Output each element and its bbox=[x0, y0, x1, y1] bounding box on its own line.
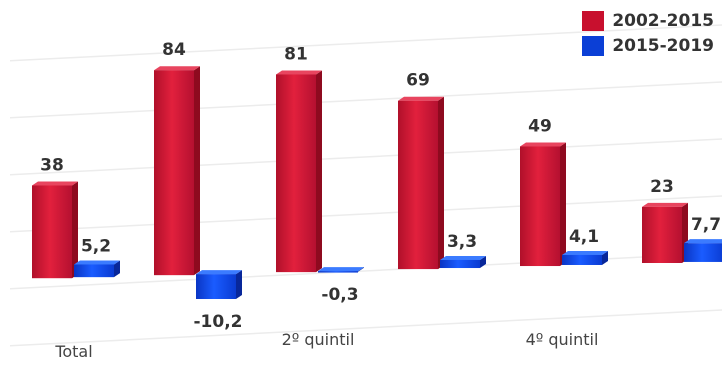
bar-front bbox=[74, 264, 114, 278]
bar-top bbox=[318, 267, 364, 272]
value-label-series-1-2: 84 bbox=[162, 40, 186, 60]
gridline-2 bbox=[9, 195, 722, 233]
value-label-series-2-1: 5,2 bbox=[81, 236, 111, 256]
legend: 2002-2015 2015-2019 bbox=[582, 8, 714, 58]
bar-front bbox=[398, 100, 438, 270]
bar-front bbox=[440, 259, 480, 269]
value-label-series-1-6: 23 bbox=[650, 177, 674, 197]
bar-front bbox=[562, 254, 602, 265]
bar-top bbox=[196, 270, 242, 275]
bar-side bbox=[236, 270, 242, 300]
bar-series-1-5 bbox=[520, 142, 566, 267]
gridline-5 bbox=[9, 24, 722, 62]
bar-front bbox=[684, 243, 722, 262]
bar-front bbox=[642, 206, 682, 263]
bar-side bbox=[316, 70, 322, 273]
bar-series-2-6 bbox=[684, 239, 722, 262]
value-label-series-1-3: 81 bbox=[284, 44, 308, 64]
value-label-series-2-5: 4,1 bbox=[569, 227, 599, 247]
value-labels: 38 84 81 69 49 23 5,2 -10,2 -0,3 3,3 4,1 7,7 bbox=[40, 40, 721, 332]
bar-side bbox=[560, 142, 566, 267]
category-labels: Total 2º quintil 4º quintil bbox=[54, 330, 598, 361]
value-label-series-2-4: 3,3 bbox=[447, 232, 477, 252]
bar-side bbox=[358, 267, 364, 272]
value-label-series-1-4: 69 bbox=[406, 71, 430, 91]
bar-front bbox=[196, 274, 236, 300]
legend-item-series-2: 2015-2019 bbox=[582, 33, 714, 58]
legend-label-series-1: 2002-2015 bbox=[612, 10, 714, 31]
bar-series-2-5 bbox=[562, 250, 608, 265]
bar-series-1-1 bbox=[32, 181, 78, 279]
value-label-series-2-3: -0,3 bbox=[321, 285, 358, 305]
legend-swatch-series-2 bbox=[582, 35, 605, 56]
bar-top bbox=[398, 96, 444, 101]
bar-top bbox=[74, 260, 120, 265]
bar-top bbox=[684, 239, 722, 244]
bar-top bbox=[562, 250, 608, 255]
gridline-0 bbox=[9, 309, 722, 347]
value-label-series-1-5: 49 bbox=[528, 116, 552, 136]
bar-series-2-1 bbox=[74, 260, 120, 278]
bar-side bbox=[438, 96, 444, 270]
legend-item-series-1: 2002-2015 bbox=[582, 8, 714, 33]
bar-series-1-6 bbox=[642, 202, 688, 263]
bar-side bbox=[72, 181, 78, 279]
bar-top bbox=[440, 255, 486, 260]
bar-top bbox=[32, 181, 78, 186]
legend-label-series-2: 2015-2019 bbox=[612, 35, 714, 56]
bar-top bbox=[154, 66, 200, 71]
value-label-series-1-1: 38 bbox=[40, 155, 64, 175]
value-label-series-2-6: 7,7 bbox=[691, 215, 721, 235]
bars bbox=[32, 66, 722, 300]
bar-series-2-3 bbox=[318, 267, 364, 273]
bar-front bbox=[276, 74, 316, 273]
gridlines bbox=[9, 24, 722, 347]
bar-front bbox=[32, 185, 72, 279]
category-label-1: Total bbox=[54, 342, 92, 361]
bar-top bbox=[276, 70, 322, 75]
category-label-5: 4º quintil bbox=[526, 330, 599, 349]
gridline-4 bbox=[9, 81, 722, 119]
bar-series-1-4 bbox=[398, 96, 444, 270]
bar-series-2-2 bbox=[196, 270, 242, 300]
bar-front bbox=[154, 70, 194, 276]
category-label-3: 2º quintil bbox=[282, 330, 355, 349]
bar-side bbox=[114, 260, 120, 278]
bar-series-1-2 bbox=[154, 66, 200, 276]
legend-swatch-series-1 bbox=[582, 10, 605, 31]
bar-side bbox=[602, 250, 608, 265]
bar-series-1-3 bbox=[276, 70, 322, 273]
bar-series-2-4 bbox=[440, 255, 486, 269]
bar-top bbox=[520, 142, 566, 147]
bar-side bbox=[480, 255, 486, 269]
bar-top bbox=[642, 202, 688, 207]
bar-side bbox=[194, 66, 200, 276]
bar-front bbox=[318, 271, 358, 273]
bar-front bbox=[520, 146, 560, 267]
value-label-series-2-2: -10,2 bbox=[194, 312, 243, 332]
gridline-3 bbox=[9, 138, 722, 176]
